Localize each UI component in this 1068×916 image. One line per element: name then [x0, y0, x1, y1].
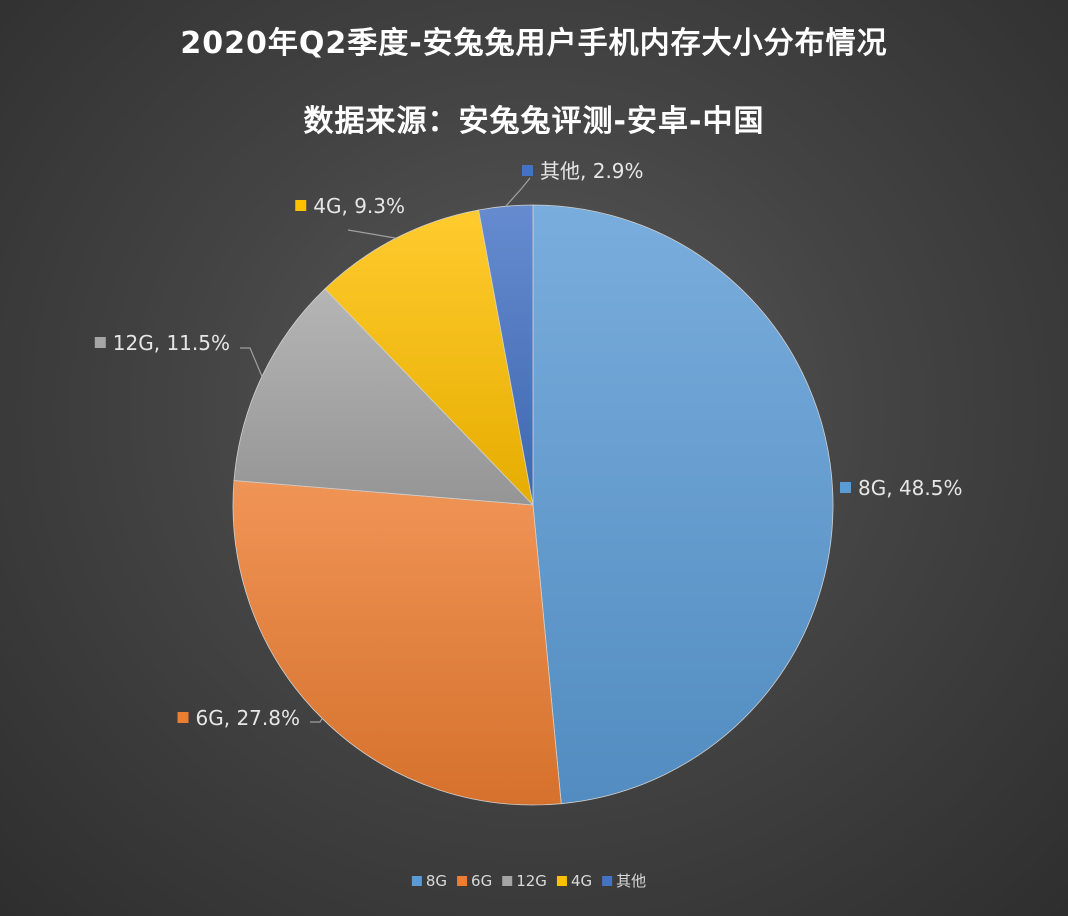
data-label-text-4g: 4G, 9.3% — [313, 194, 405, 218]
chart-title: 2020年Q2季度-安兔兔用户手机内存大小分布情况 — [180, 26, 888, 61]
legend-item-8g: 8G — [411, 872, 447, 890]
data-label-marker-12g — [94, 337, 106, 348]
legend-swatch-4g — [556, 876, 567, 886]
legend-item-12g: 12G — [502, 872, 547, 890]
legend-label-8g: 8G — [426, 872, 447, 890]
legend-swatch-other — [602, 876, 613, 886]
legend-swatch-6g — [457, 876, 468, 886]
data-labels: 8G, 48.5% 6G, 27.8% 12G, 11.5% 4G, 9.3% 其他, … — [94, 159, 962, 730]
legend-label-12g: 12G — [516, 872, 547, 890]
data-label-text-6g: 6G, 27.8% — [196, 706, 300, 730]
data-label-text-12g: 12G, 11.5% — [113, 331, 230, 355]
legend-label-other: 其他 — [616, 872, 646, 890]
data-label-other: 其他, 2.9% — [522, 159, 644, 183]
data-label-marker-8g — [840, 482, 851, 493]
legend-swatch-8g — [411, 876, 422, 886]
data-label-6g: 6G, 27.8% — [177, 706, 300, 730]
legend-swatch-12g — [502, 876, 513, 886]
data-label-text-other: 其他, 2.9% — [540, 159, 644, 183]
legend-item-6g: 6G — [457, 872, 492, 890]
data-label-marker-6g — [177, 712, 189, 723]
data-label-12g: 12G, 11.5% — [94, 331, 230, 355]
data-label-4g: 4G, 9.3% — [295, 194, 405, 218]
legend-label-6g: 6G — [471, 872, 492, 890]
data-label-8g: 8G, 48.5% — [840, 476, 962, 500]
legend-label-4g: 4G — [571, 872, 592, 890]
data-label-text-8g: 8G, 48.5% — [858, 476, 962, 500]
legend-item-4g: 4G — [556, 872, 592, 890]
leader-line-6g — [310, 718, 323, 723]
leader-lines — [240, 177, 531, 723]
leader-line-4g — [347, 229, 397, 239]
pie-slice-6g — [232, 480, 562, 806]
data-label-marker-other — [522, 165, 533, 176]
legend: 8G 6G 12G 4G 其他 — [411, 872, 646, 890]
chart-subtitle: 数据来源：安兔兔评测-安卓-中国 — [303, 104, 765, 139]
pie-slices — [232, 204, 834, 806]
leader-line-other — [505, 177, 531, 207]
pie-slice-8g — [532, 204, 834, 805]
data-label-marker-4g — [295, 200, 307, 211]
legend-item-other: 其他 — [602, 872, 646, 890]
leader-line-12g — [240, 347, 263, 377]
pie-slice-4g — [324, 209, 534, 507]
